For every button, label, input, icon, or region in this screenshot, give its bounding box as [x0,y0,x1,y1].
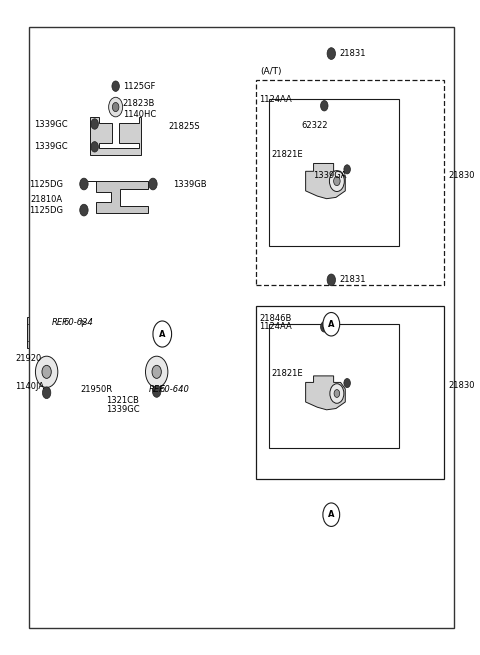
Text: 62322: 62322 [301,121,328,130]
Text: REF.: REF. [148,385,166,394]
Circle shape [91,141,98,152]
Text: 21830: 21830 [448,171,475,180]
Polygon shape [90,117,141,155]
Bar [255,80,444,285]
Text: 1125DG: 1125DG [29,206,63,215]
Text: 1339GC: 1339GC [34,142,68,151]
Circle shape [334,390,340,398]
Circle shape [36,356,58,388]
Circle shape [42,387,51,399]
Text: 21950R: 21950R [81,385,113,394]
Text: 21830: 21830 [448,381,475,390]
Circle shape [323,312,340,336]
Text: 1124AA: 1124AA [259,95,292,103]
Text: 21821E: 21821E [271,369,302,378]
Text: A: A [328,320,335,329]
Circle shape [80,178,88,190]
Polygon shape [306,164,345,198]
Text: 21810A: 21810A [31,195,63,204]
Circle shape [108,97,122,117]
Polygon shape [36,220,186,331]
Bar [255,306,444,479]
Text: A: A [328,510,335,519]
Polygon shape [306,376,345,410]
Circle shape [152,365,161,379]
Text: REF.: REF. [52,318,69,327]
Bar [134,355,211,380]
Bar [269,324,399,447]
Text: 1339GB: 1339GB [173,179,206,189]
Text: 1140JA: 1140JA [15,382,45,390]
Circle shape [344,379,350,388]
Text: 1339GA: 1339GA [313,171,347,180]
Circle shape [149,178,157,190]
Circle shape [112,81,120,92]
Circle shape [344,165,350,174]
Circle shape [153,321,172,347]
Text: A: A [159,329,166,339]
Text: 1125DG: 1125DG [29,179,63,189]
Text: 21831: 21831 [340,275,366,284]
Text: 1125GF: 1125GF [122,82,155,90]
Text: 21831: 21831 [340,49,366,58]
Text: 21823B: 21823B [122,100,155,108]
Circle shape [91,119,98,129]
Bar [269,99,399,246]
Text: 21846B: 21846B [259,314,292,323]
Circle shape [330,384,344,403]
Circle shape [329,171,344,191]
Text: 1140HC: 1140HC [122,111,156,119]
Text: 1321CB: 1321CB [106,396,139,405]
Text: 60-640: 60-640 [159,385,189,394]
Text: 1339GC: 1339GC [106,405,140,414]
Text: 21821E: 21821E [271,151,302,159]
Text: 1124AA: 1124AA [259,322,292,331]
Bar [27,317,72,348]
Circle shape [145,356,168,388]
Text: 60-624: 60-624 [63,318,93,327]
Circle shape [153,386,161,398]
Circle shape [327,274,336,286]
Text: 21920: 21920 [15,354,42,363]
Circle shape [321,100,328,111]
Circle shape [327,48,336,60]
Circle shape [334,176,340,185]
Polygon shape [88,181,148,214]
Circle shape [323,503,340,527]
Text: (A/T): (A/T) [260,67,282,77]
Circle shape [80,204,88,216]
Circle shape [321,322,328,332]
Text: 21825S: 21825S [168,122,200,131]
Text: 1339GC: 1339GC [34,119,68,128]
Circle shape [42,365,51,379]
Circle shape [112,102,119,111]
